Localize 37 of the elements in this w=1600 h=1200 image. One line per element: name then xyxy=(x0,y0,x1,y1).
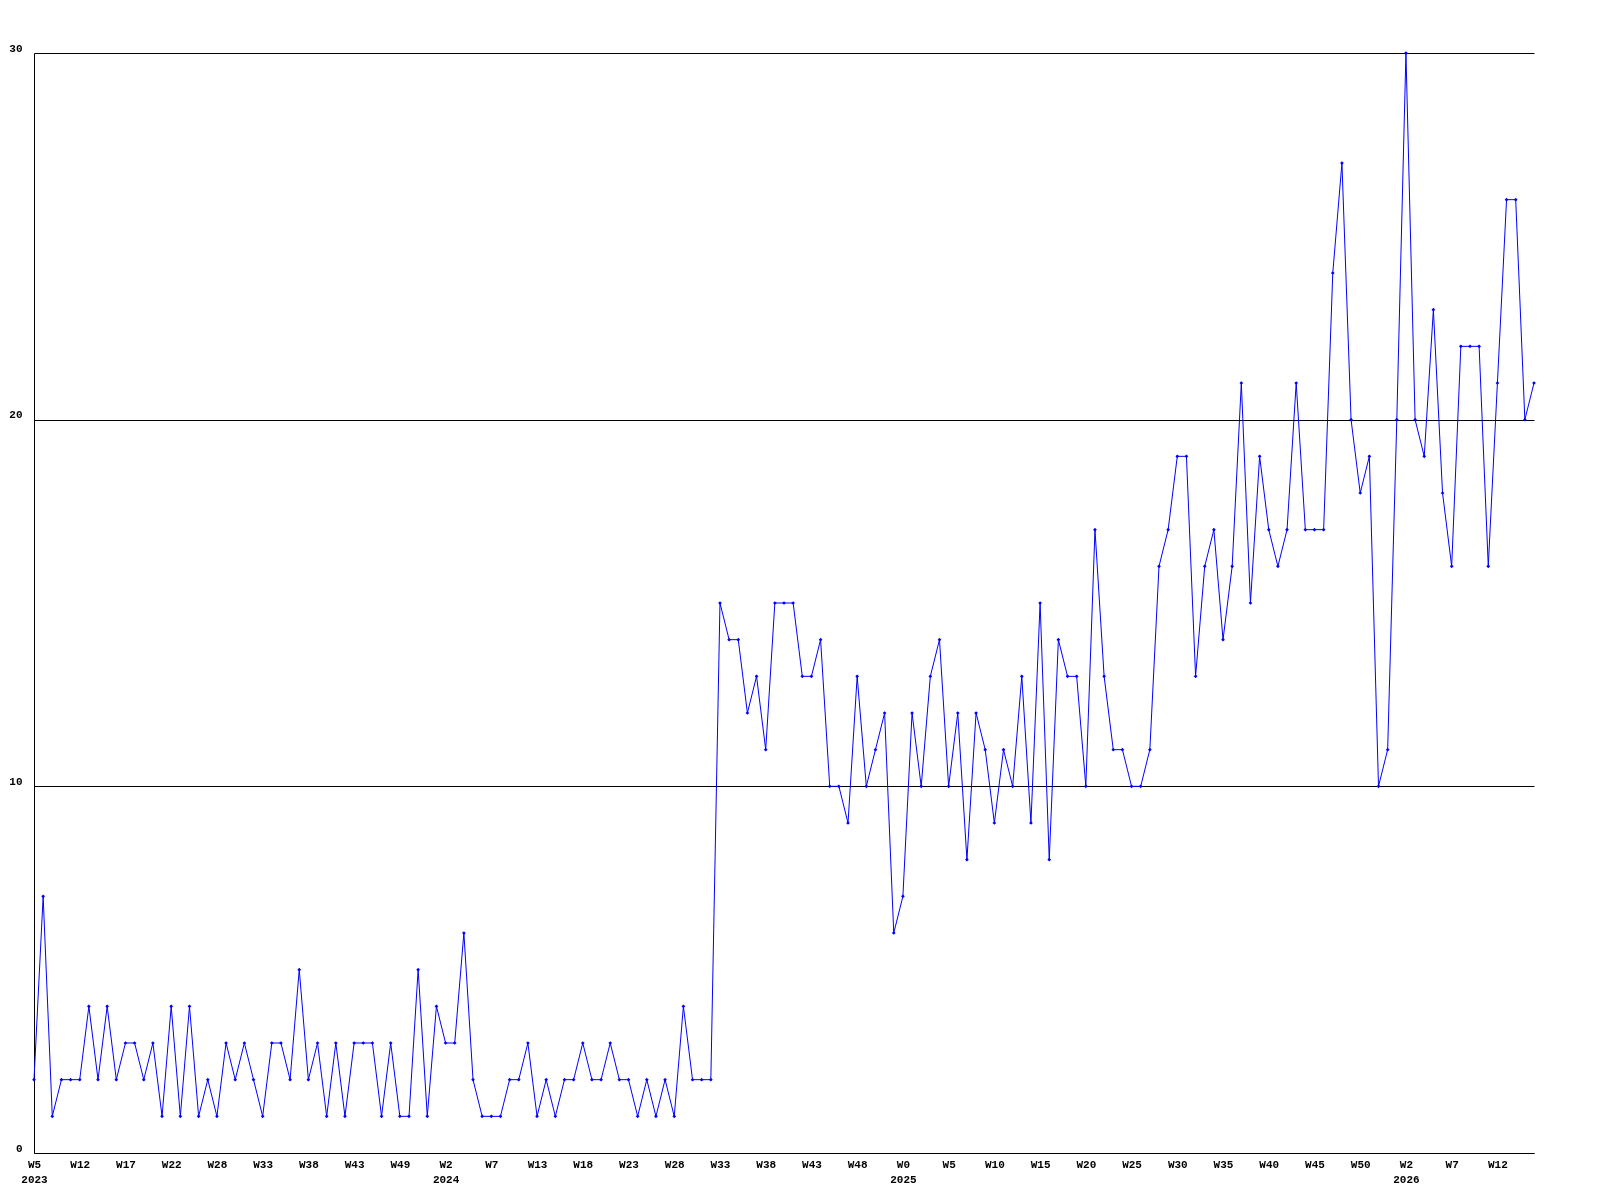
x-tick-label: W5 xyxy=(942,1158,957,1171)
x-tick-label: W2 2026 xyxy=(1393,1158,1420,1186)
x-tick-label: W35 xyxy=(1213,1158,1234,1171)
x-tick-label: W12 xyxy=(70,1158,91,1171)
x-tick-label: W10 xyxy=(984,1158,1005,1171)
x-tick-label: W28 xyxy=(664,1158,686,1171)
x-tick-label: W13 xyxy=(527,1158,548,1171)
x-tick-label: W43 xyxy=(802,1158,823,1171)
x-tick-label: W15 xyxy=(1030,1158,1051,1171)
x-tick-label: W7 xyxy=(1445,1158,1459,1171)
x-tick-label: W22 xyxy=(161,1158,182,1171)
x-tick-label: W12 xyxy=(1488,1158,1508,1171)
x-tick-label: W5 2023 xyxy=(21,1158,49,1186)
x-tick-label: W40 xyxy=(1259,1158,1280,1171)
x-tick-label: W2 2024 xyxy=(432,1158,460,1186)
x-tick-label: W7 xyxy=(485,1158,499,1171)
y-tick-label: 20 xyxy=(9,409,23,422)
x-tick-label: W28 xyxy=(207,1158,228,1171)
y-tick-label: 30 xyxy=(9,42,23,55)
x-tick-label: W30 xyxy=(1167,1158,1188,1171)
x-tick-label: W23 xyxy=(619,1158,640,1171)
y-tick-label: 0 xyxy=(15,1142,23,1155)
x-tick-label: W25 xyxy=(1122,1158,1143,1171)
x-tick-label: W49 xyxy=(390,1158,411,1171)
x-tick-label: W50 xyxy=(1350,1158,1371,1171)
x-tick-label: W38 xyxy=(298,1158,320,1171)
x-tick-label: W18 xyxy=(573,1158,594,1171)
x-tick-label: W43 xyxy=(344,1158,365,1171)
x-tick-label: W17 xyxy=(116,1158,136,1171)
x-tick-label: W45 xyxy=(1305,1158,1326,1171)
x-tick-label: W0 2025 xyxy=(890,1158,917,1186)
x-tick-label: W33 xyxy=(710,1158,731,1171)
x-tick-label: W38 xyxy=(756,1158,777,1171)
x-tick-label: W20 xyxy=(1076,1158,1097,1171)
y-tick-label: 10 xyxy=(9,775,23,788)
x-tick-label: W33 xyxy=(253,1158,274,1171)
x-tick-label: W48 xyxy=(847,1158,868,1171)
